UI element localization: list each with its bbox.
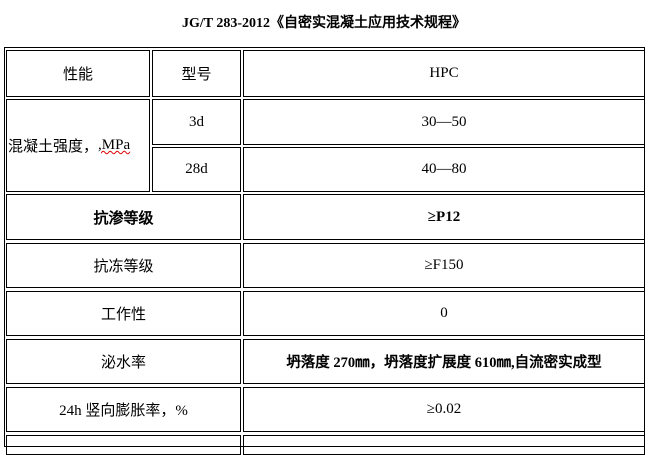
strength-label: 混凝土强度， (8, 139, 99, 155)
strength-age-28d: 28d (152, 147, 241, 192)
frost-label: 抗冻等级 (6, 243, 241, 288)
impermeability-label: 抗渗等级 (6, 194, 241, 240)
header-property: 性能 (6, 50, 150, 97)
document-title: JG/T 283-2012《自密实混凝土应用技术规程》 (181, 16, 467, 31)
header-model: 型号 (152, 50, 241, 97)
strength-unit: ,MPa (98, 137, 131, 153)
strength-label-cell: 混凝土强度， ,MPa (6, 99, 150, 192)
next-row-value (243, 435, 645, 455)
next-row-label (6, 435, 241, 455)
workability-value: 0 (243, 291, 645, 336)
workability-label: 工作性 (6, 291, 241, 336)
strength-age-3d: 3d (152, 99, 241, 145)
bleeding-value: 坍落度 270㎜，坍落度扩展度 610㎜,自流密实成型 (243, 339, 645, 384)
bleeding-label: 泌水率 (6, 339, 241, 384)
strength-value-3d: 30—50 (243, 99, 645, 145)
expansion-label: 24h 竖向膨胀率，% (6, 387, 241, 432)
header-value: HPC (243, 50, 645, 97)
expansion-value: ≥0.02 (243, 387, 645, 432)
impermeability-value: ≥P12 (243, 194, 645, 240)
strength-value-28d: 40—80 (243, 147, 645, 192)
frost-value: ≥F150 (243, 243, 645, 288)
